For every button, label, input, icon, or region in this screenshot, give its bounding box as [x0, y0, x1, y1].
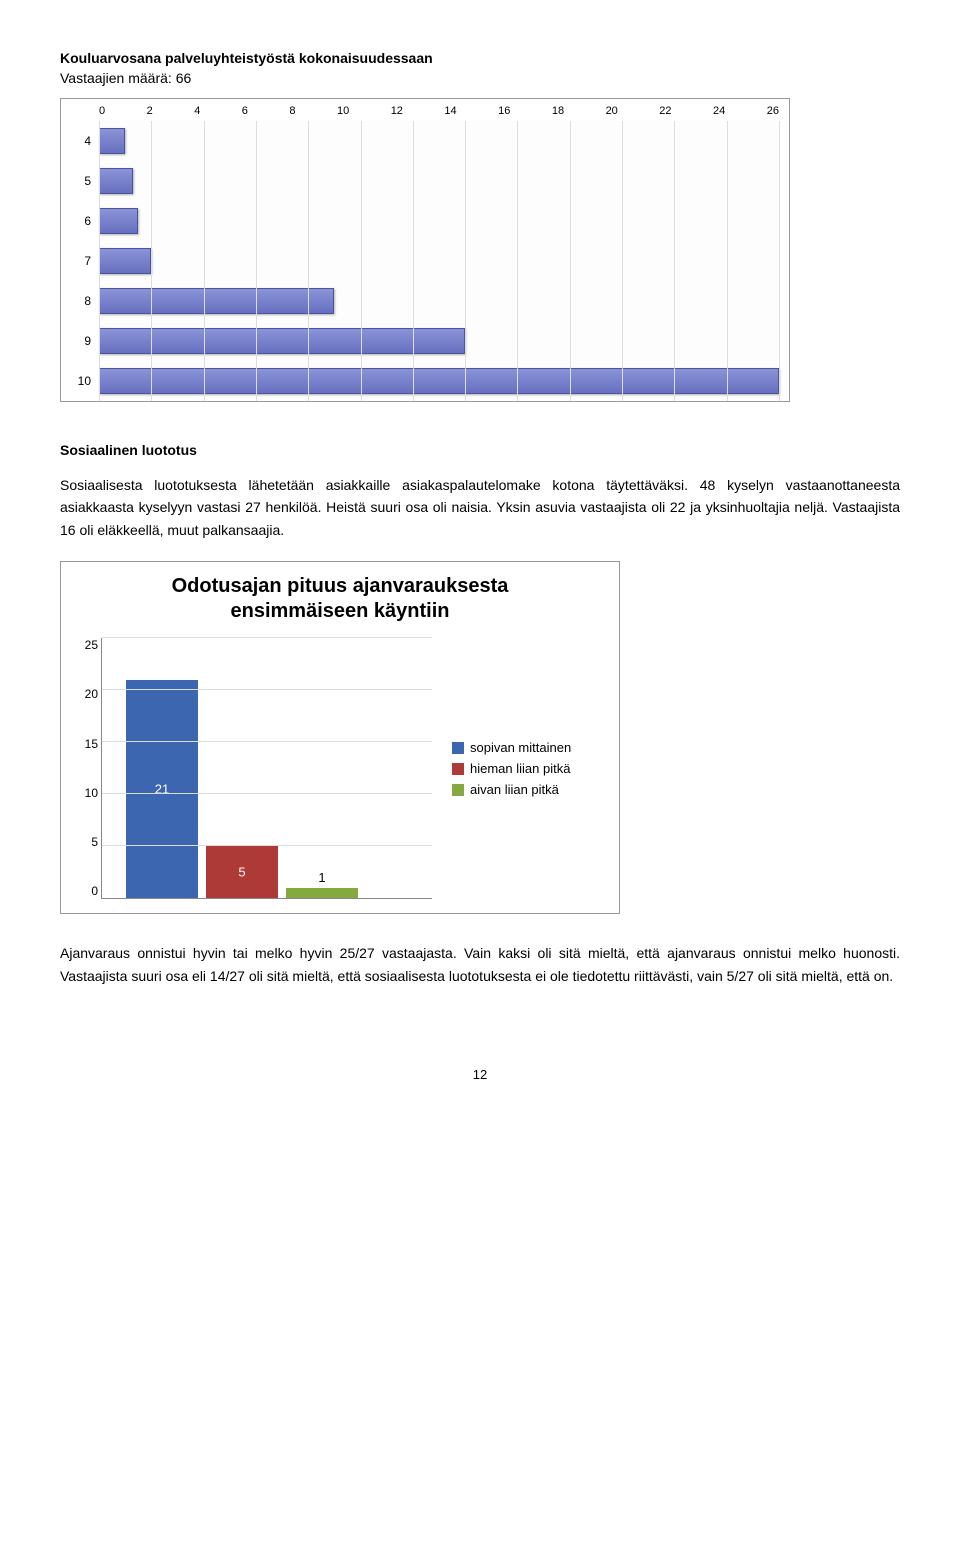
hbar-xtick: 24: [713, 105, 725, 117]
hbar-xtick: 18: [552, 105, 564, 117]
hbar-bar: [99, 368, 779, 394]
hbar-row: 4: [61, 122, 779, 160]
hbar-xtick: 12: [391, 105, 403, 117]
vbar-ytick: 20: [85, 687, 98, 701]
vbar-bar: 21: [126, 680, 198, 898]
legend-item: sopivan mittainen: [452, 740, 571, 755]
hbar-ylabel: 4: [61, 134, 99, 148]
hbar-xtick: 16: [498, 105, 510, 117]
legend-item: hieman liian pitkä: [452, 761, 571, 776]
vbar-bar: 5: [206, 846, 278, 898]
vbar-value-label: 1: [286, 870, 358, 885]
page-number: 12: [60, 1067, 900, 1082]
vbar-ytick: 15: [85, 737, 98, 751]
legend-swatch: [452, 742, 464, 754]
hbar-ylabel: 6: [61, 214, 99, 228]
hbar-bar: [99, 168, 133, 194]
hbar-bar: [99, 248, 151, 274]
hbar-ylabel: 9: [61, 334, 99, 348]
hbar-bar: [99, 208, 138, 234]
legend-swatch: [452, 784, 464, 796]
vbar-value-label: 5: [206, 865, 278, 880]
legend-label: sopivan mittainen: [470, 740, 571, 755]
hbar-row: 9: [61, 322, 779, 360]
legend-swatch: [452, 763, 464, 775]
vbar-ytick: 25: [85, 638, 98, 652]
legend-label: hieman liian pitkä: [470, 761, 570, 776]
hbar-ylabel: 5: [61, 174, 99, 188]
hbar-ylabel: 8: [61, 294, 99, 308]
hbar-xtick: 4: [194, 105, 200, 117]
vbar-value-label: 21: [126, 781, 198, 796]
hbar-bar: [99, 288, 334, 314]
section1-title: Kouluarvosana palveluyhteistyöstä kokona…: [60, 50, 900, 66]
section2-heading: Sosiaalinen luototus: [60, 442, 900, 458]
hbar-row: 10: [61, 362, 779, 400]
hbar-row: 5: [61, 162, 779, 200]
vbar-bar: 1: [286, 888, 358, 898]
hbar-xtick: 2: [147, 105, 153, 117]
section1-subtitle: Vastaajien määrä: 66: [60, 70, 900, 86]
vbar-chart: Odotusajan pituus ajanvarauksesta ensimm…: [60, 561, 620, 914]
hbar-chart: 02468101214161820222426 45678910: [60, 98, 790, 402]
hbar-xtick: 14: [444, 105, 456, 117]
hbar-xtick: 0: [99, 105, 105, 117]
vbar-ytick: 5: [91, 835, 98, 849]
hbar-row: 7: [61, 242, 779, 280]
vbar-ytick: 10: [85, 786, 98, 800]
section3-p1: Ajanvaraus onnistui hyvin tai melko hyvi…: [60, 942, 900, 987]
hbar-bar: [99, 128, 125, 154]
section2-p1: Sosiaalisesta luototuksesta lähetetään a…: [60, 474, 900, 541]
hbar-ylabel: 7: [61, 254, 99, 268]
vbar-title: Odotusajan pituus ajanvarauksesta ensimm…: [75, 574, 605, 624]
hbar-ylabel: 10: [61, 374, 99, 388]
hbar-xtick: 8: [289, 105, 295, 117]
hbar-xtick: 10: [337, 105, 349, 117]
hbar-xtick: 26: [767, 105, 779, 117]
vbar-ytick: 0: [91, 884, 98, 898]
legend-item: aivan liian pitkä: [452, 782, 571, 797]
hbar-row: 6: [61, 202, 779, 240]
vbar-legend: sopivan mittainen hieman liian pitkä aivan…: [452, 638, 571, 899]
hbar-xtick: 6: [242, 105, 248, 117]
legend-label: aivan liian pitkä: [470, 782, 559, 797]
hbar-xtick: 22: [659, 105, 671, 117]
hbar-bar: [99, 328, 465, 354]
hbar-row: 8: [61, 282, 779, 320]
hbar-xtick: 20: [606, 105, 618, 117]
